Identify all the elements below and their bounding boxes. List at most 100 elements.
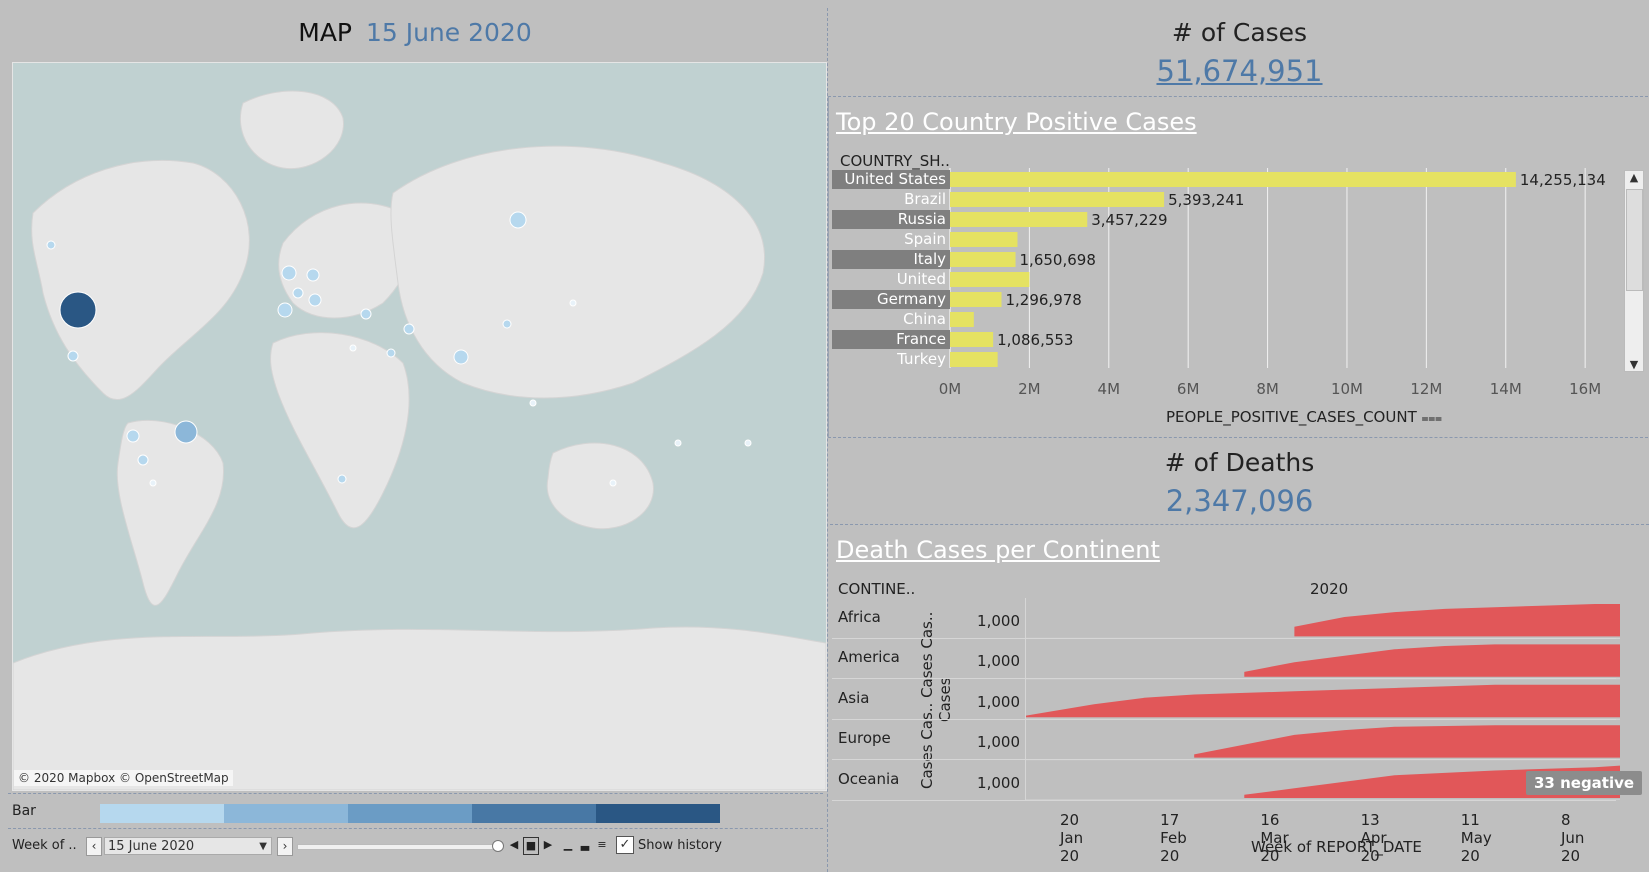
continent-area-america[interactable] bbox=[1244, 644, 1620, 677]
case-marker-chile[interactable] bbox=[137, 454, 149, 466]
top20-bar[interactable] bbox=[950, 212, 1088, 227]
top20-x-tick: 2M bbox=[1018, 380, 1041, 398]
top20-bar[interactable] bbox=[950, 192, 1165, 207]
case-marker-australia[interactable] bbox=[609, 479, 617, 487]
top20-bar[interactable] bbox=[950, 272, 1030, 287]
top20-row-label[interactable]: Italy bbox=[832, 250, 950, 269]
speed-slow-icon[interactable]: ▁ bbox=[563, 838, 573, 851]
case-marker-nz[interactable] bbox=[674, 439, 682, 447]
case-marker-turkey[interactable] bbox=[360, 308, 372, 320]
top20-bar[interactable] bbox=[950, 352, 998, 367]
case-marker-canada[interactable] bbox=[46, 240, 56, 250]
speed-medium-icon[interactable]: ▃ bbox=[580, 838, 590, 851]
continent-area-africa[interactable] bbox=[1294, 604, 1620, 637]
top20-row-label[interactable]: United Kingdom bbox=[880, 270, 946, 307]
top20-bar-value: 3,457,229 bbox=[1091, 211, 1167, 229]
week-slider-track[interactable] bbox=[297, 844, 499, 850]
case-marker-france[interactable] bbox=[292, 287, 304, 299]
top20-row-label[interactable]: Brazil bbox=[904, 190, 946, 208]
top20-bar[interactable] bbox=[950, 292, 1002, 307]
top20-row-label[interactable]: Spain bbox=[904, 230, 946, 248]
map-title: MAP 15 June 2020 bbox=[0, 18, 830, 47]
case-marker-united-states[interactable] bbox=[59, 291, 97, 329]
legend-swatch-2[interactable] bbox=[224, 804, 348, 823]
step-back-icon[interactable]: ◀ bbox=[509, 838, 519, 851]
case-marker-indonesia[interactable] bbox=[529, 399, 537, 407]
legend-swatch-3[interactable] bbox=[348, 804, 472, 823]
top20-bar[interactable] bbox=[950, 312, 974, 327]
case-marker-russia[interactable] bbox=[509, 211, 527, 229]
continent-label[interactable]: Europe bbox=[838, 729, 891, 748]
continent-label[interactable]: Oceania bbox=[838, 769, 900, 788]
top20-row-label[interactable]: Germany bbox=[832, 290, 950, 309]
cases-value[interactable]: 51,674,951 bbox=[1156, 54, 1323, 88]
world-map[interactable] bbox=[12, 62, 827, 791]
top20-row-label[interactable]: Turkey bbox=[897, 350, 946, 368]
legend-swatch-5[interactable] bbox=[596, 804, 720, 823]
previous-week-button[interactable]: ‹ bbox=[86, 837, 102, 856]
playback-label: Week of .. bbox=[12, 838, 77, 853]
legend-swatch-4[interactable] bbox=[472, 804, 596, 823]
continent-label[interactable]: America bbox=[838, 648, 900, 667]
top20-scrollbar[interactable]: ▲ ▼ bbox=[1624, 170, 1644, 372]
case-marker-peru[interactable] bbox=[126, 429, 140, 443]
continent-label[interactable]: Asia bbox=[838, 688, 870, 707]
case-marker-germany[interactable] bbox=[306, 268, 320, 282]
top20-row-label[interactable]: China bbox=[903, 310, 946, 328]
continent-row-separator bbox=[832, 759, 1616, 761]
case-marker-brazil[interactable] bbox=[174, 420, 198, 444]
top20-row-label[interactable]: United States bbox=[832, 170, 950, 189]
case-marker-saudi-arabia[interactable] bbox=[386, 348, 396, 358]
top20-title[interactable]: Top 20 Country Positive Cases bbox=[836, 108, 1197, 136]
top20-bar[interactable] bbox=[950, 172, 1516, 187]
continents-title[interactable]: Death Cases per Continent bbox=[836, 536, 1160, 564]
case-marker-india[interactable] bbox=[453, 349, 469, 365]
continent-area-asia[interactable] bbox=[1026, 684, 1620, 718]
deaths-value: 2,347,096 bbox=[1165, 484, 1314, 518]
week-slider-handle[interactable] bbox=[492, 840, 504, 852]
case-marker-italy[interactable] bbox=[308, 293, 322, 307]
top20-dimension-header[interactable]: COUNTRY_SH.. bbox=[840, 152, 950, 170]
case-marker-japan[interactable] bbox=[569, 299, 577, 307]
case-marker-pacific[interactable] bbox=[744, 439, 752, 447]
show-history-label: Show history bbox=[638, 838, 722, 853]
next-week-button[interactable]: › bbox=[277, 837, 293, 856]
top20-bar[interactable] bbox=[950, 232, 1018, 247]
continent-row-separator bbox=[832, 718, 1616, 720]
continents-measure-axis-title: Cases Cas.. Cases Cas.. Cases bbox=[918, 611, 954, 789]
case-marker-south-africa[interactable] bbox=[337, 474, 347, 484]
case-marker-argentina[interactable] bbox=[149, 479, 157, 487]
sort-icon[interactable]: ⩶ bbox=[1421, 411, 1443, 425]
top20-row-label[interactable]: France bbox=[832, 330, 950, 349]
continent-label[interactable]: Africa bbox=[838, 608, 881, 626]
case-marker-iran[interactable] bbox=[403, 323, 415, 335]
continent-row-separator bbox=[832, 678, 1616, 680]
speed-fast-icon[interactable]: ≡ bbox=[597, 838, 607, 851]
top20-bar[interactable] bbox=[950, 252, 1016, 267]
top20-x-tick: 6M bbox=[1177, 380, 1200, 398]
negative-values-badge[interactable]: 33 negative bbox=[1526, 771, 1643, 795]
case-marker-spain[interactable] bbox=[277, 302, 293, 318]
case-marker-egypt[interactable] bbox=[349, 344, 357, 352]
world-map-svg[interactable] bbox=[13, 63, 826, 790]
chevron-up-icon[interactable]: ▲ bbox=[1629, 171, 1639, 184]
top20-bar-value: 1,650,698 bbox=[1020, 251, 1096, 269]
top20-row-label[interactable]: Russia bbox=[832, 210, 950, 229]
week-select[interactable]: 15 June 2020 ▼ bbox=[104, 837, 272, 855]
continents-dimension-header[interactable]: CONTINE.. bbox=[838, 580, 916, 598]
play-icon[interactable]: ▶ bbox=[543, 838, 553, 851]
continent-area-europe[interactable] bbox=[1194, 725, 1620, 758]
case-marker-mexico[interactable] bbox=[67, 350, 79, 362]
case-marker-china[interactable] bbox=[502, 319, 512, 329]
legend-swatch-1[interactable] bbox=[100, 804, 224, 823]
scrollbar-thumb[interactable] bbox=[1626, 189, 1643, 291]
chevron-down-icon[interactable]: ▼ bbox=[1629, 358, 1639, 371]
continent-x-tick: 20 Jan 20 bbox=[1059, 811, 1084, 865]
continents-chart[interactable] bbox=[1026, 598, 1620, 800]
case-marker-uk[interactable] bbox=[281, 265, 297, 281]
stop-icon[interactable]: ■ bbox=[523, 837, 539, 855]
show-history-checkbox[interactable]: ✓ bbox=[616, 836, 634, 854]
top20-bar[interactable] bbox=[950, 332, 994, 347]
